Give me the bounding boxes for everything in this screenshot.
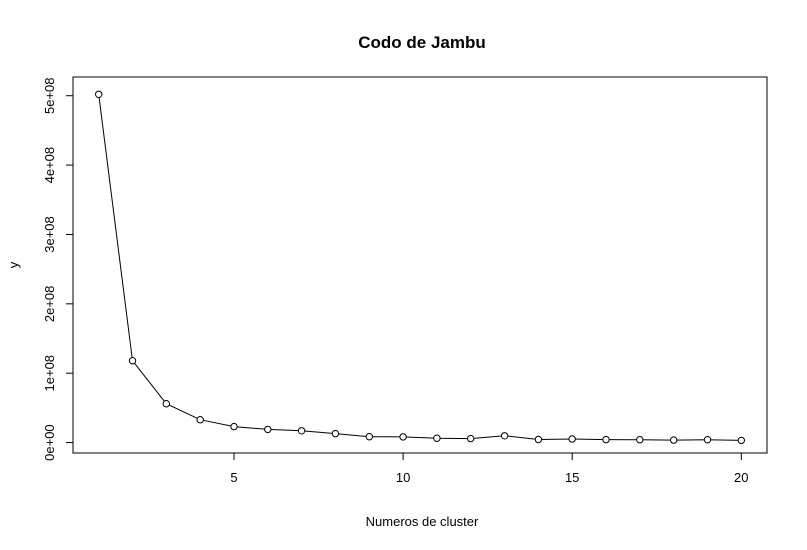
y-axis-label: y bbox=[6, 261, 21, 268]
y-tick-label: 2e+08 bbox=[42, 286, 57, 323]
y-tick-label: 5e+08 bbox=[42, 77, 57, 114]
data-points bbox=[95, 90, 745, 445]
data-point bbox=[230, 422, 238, 431]
y-axis: 0e+00 1e+08 2e+08 3e+08 4e+08 5e+08 bbox=[42, 77, 73, 461]
data-point bbox=[433, 434, 441, 442]
data-point bbox=[670, 436, 678, 444]
data-point bbox=[568, 435, 576, 443]
x-tick-label: 20 bbox=[734, 470, 748, 485]
data-point bbox=[534, 435, 543, 444]
data-point bbox=[95, 90, 103, 99]
data-point bbox=[703, 436, 712, 444]
data-point bbox=[331, 429, 340, 438]
x-axis-label: Numeros de cluster bbox=[366, 514, 479, 529]
chart-title: Codo de Jambu bbox=[358, 33, 486, 52]
y-tick-label: 4e+08 bbox=[42, 147, 57, 184]
y-tick-label: 1e+08 bbox=[42, 355, 57, 392]
x-axis: 5 10 15 20 bbox=[230, 453, 749, 485]
data-point bbox=[500, 432, 509, 440]
x-tick-label: 10 bbox=[396, 470, 410, 485]
y-tick-label: 0e+00 bbox=[42, 424, 57, 461]
data-point bbox=[128, 357, 137, 365]
data-point bbox=[636, 436, 644, 444]
data-point bbox=[196, 416, 204, 424]
x-tick-label: 5 bbox=[230, 470, 237, 485]
data-point bbox=[264, 425, 272, 434]
data-point bbox=[365, 433, 373, 441]
plot-frame bbox=[72, 76, 768, 454]
x-tick-label: 15 bbox=[565, 470, 579, 485]
series-line bbox=[98, 94, 742, 441]
data-point bbox=[162, 400, 171, 408]
y-tick-label: 3e+08 bbox=[42, 216, 57, 253]
data-point bbox=[399, 433, 407, 441]
data-point bbox=[602, 435, 610, 444]
data-point bbox=[467, 434, 475, 443]
data-point bbox=[297, 427, 306, 435]
data-point bbox=[737, 436, 745, 445]
